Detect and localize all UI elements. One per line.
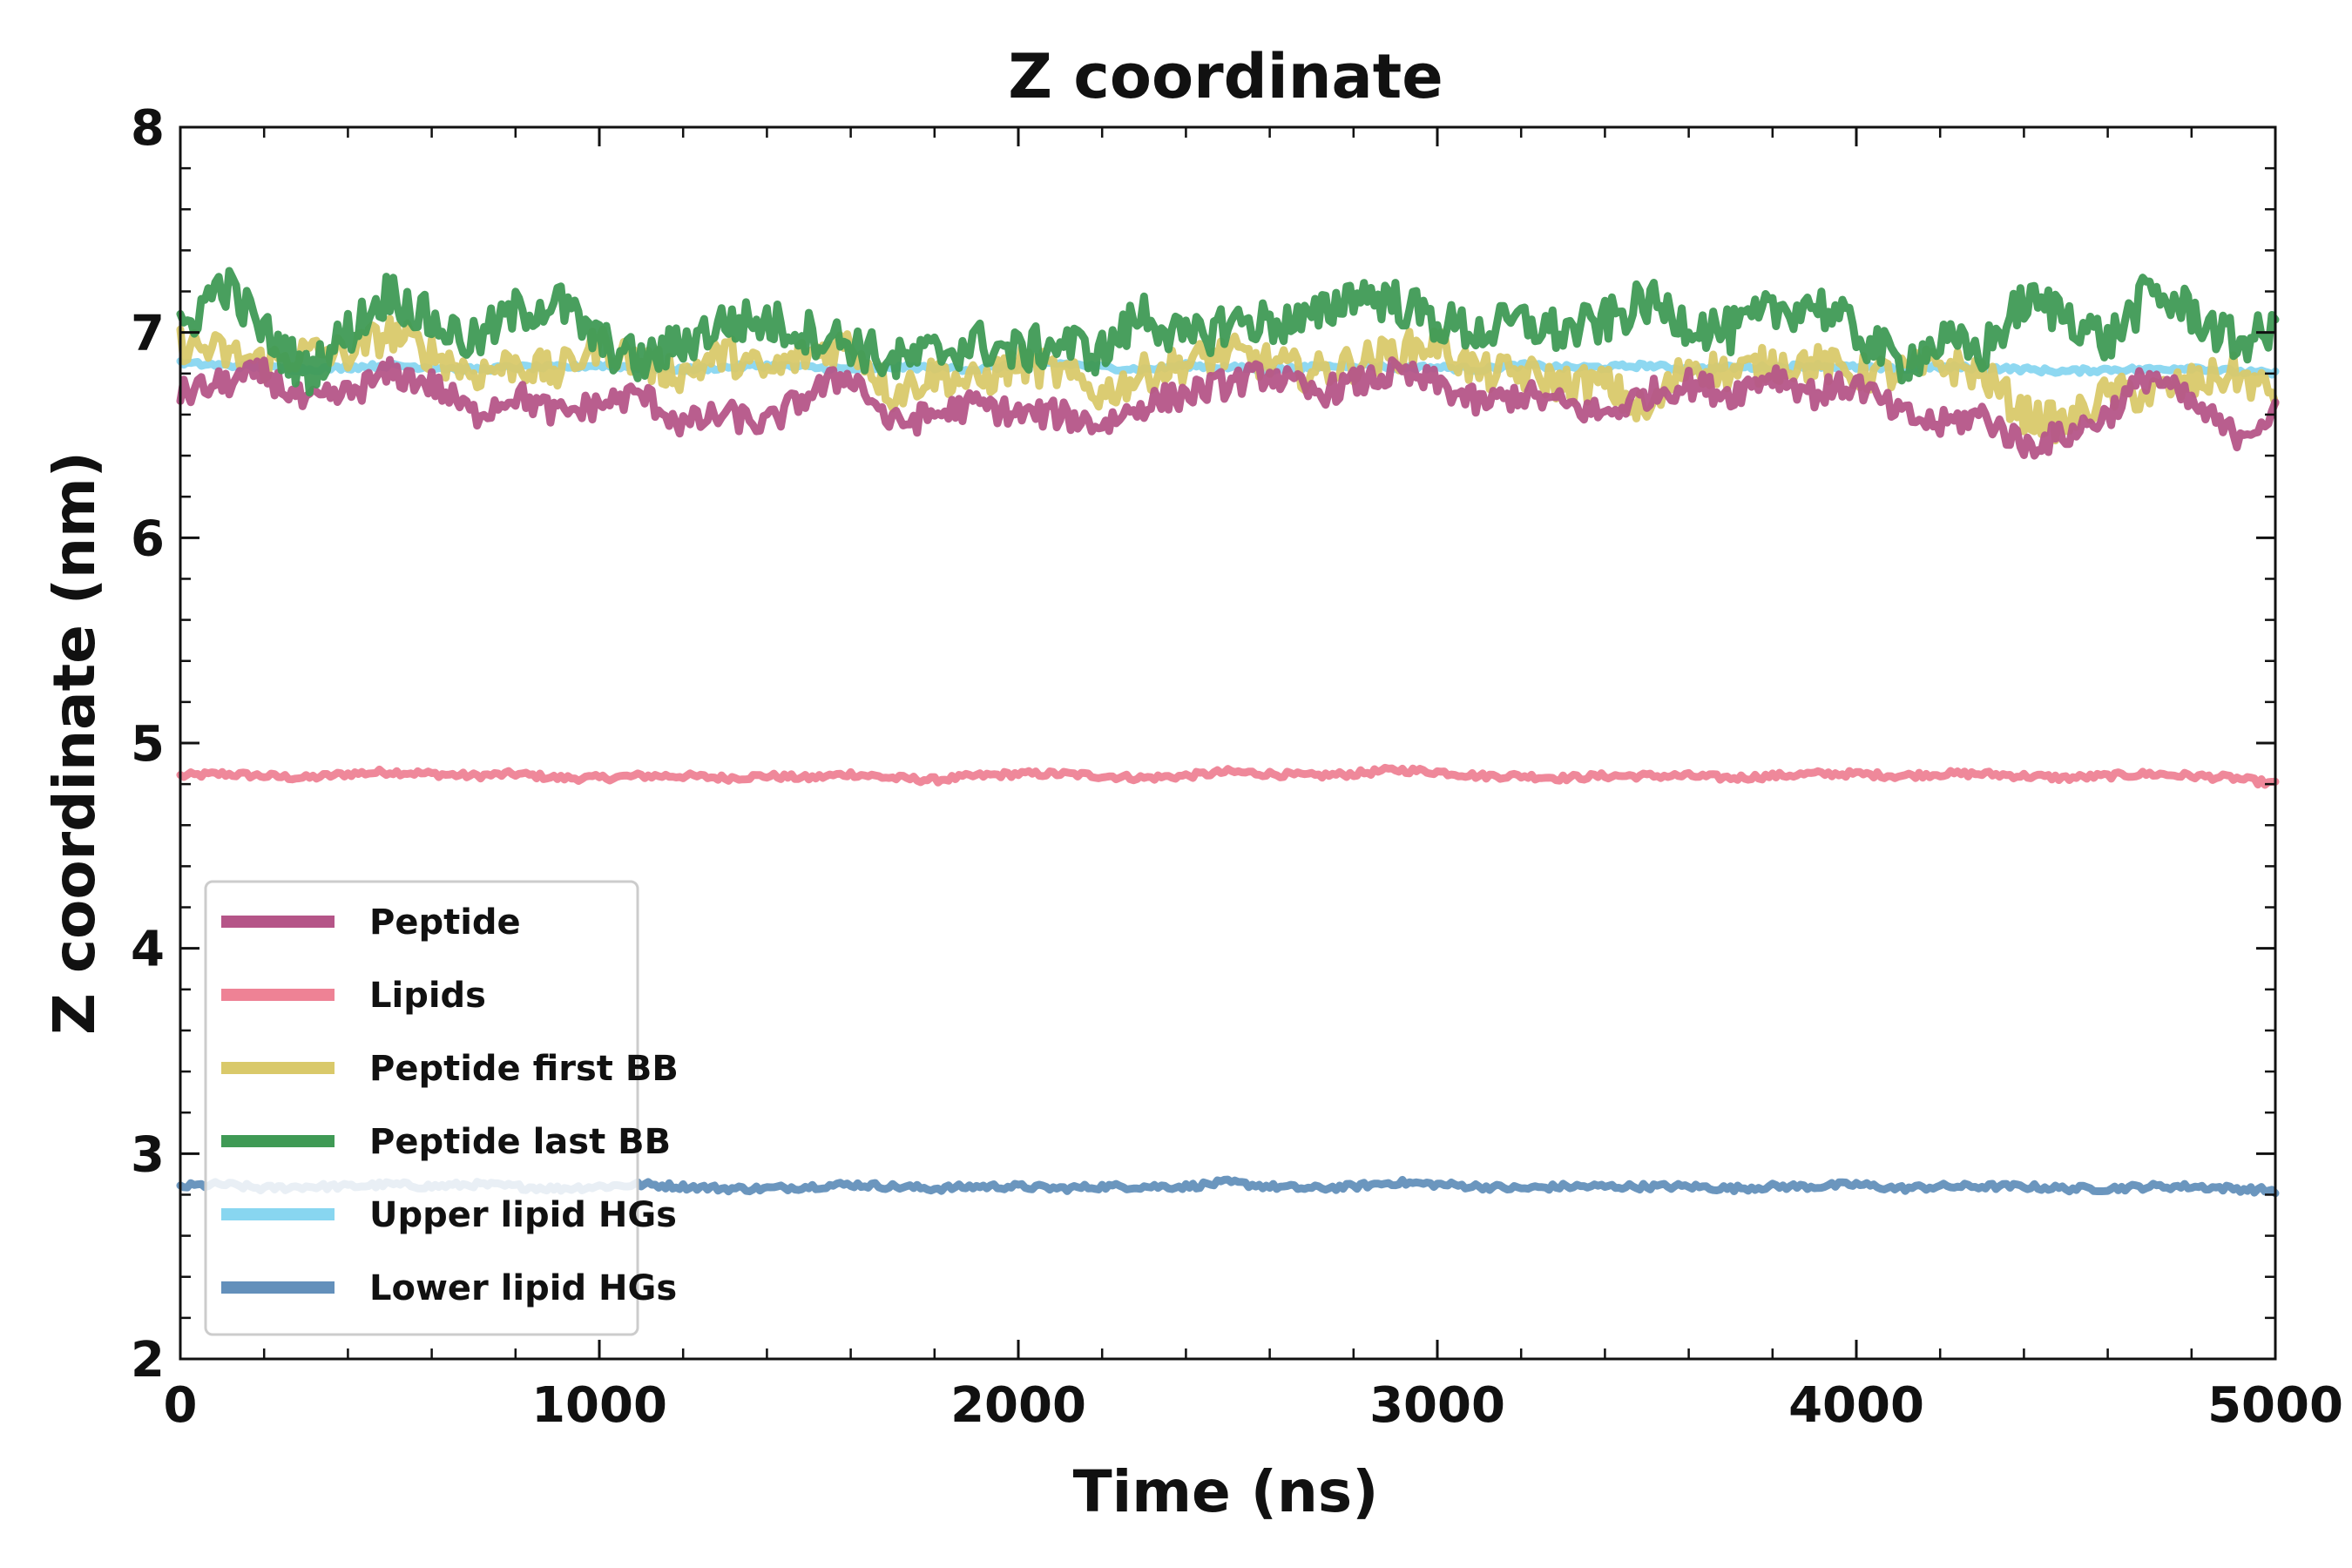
x-tick-label: 1000 xyxy=(531,1377,667,1434)
y-tick-label: 7 xyxy=(131,306,165,362)
x-tick-label: 5000 xyxy=(2207,1377,2343,1434)
y-tick-label: 4 xyxy=(131,922,165,978)
series-line-peptide-last-bb xyxy=(176,267,2280,397)
y-tick-label: 6 xyxy=(131,510,165,567)
legend-label: Lower lipid HGs xyxy=(369,1268,677,1308)
legend-label: Peptide first BB xyxy=(369,1049,679,1089)
axis-ticks: 0 1000 2000 3000 4000 5000 2 3 4 5 6 7 8 xyxy=(131,100,2343,1434)
legend-box xyxy=(204,880,639,1336)
x-tick-label: 2000 xyxy=(950,1377,1086,1434)
x-tick-label: 4000 xyxy=(1788,1377,1924,1434)
y-tick-label: 5 xyxy=(131,716,165,773)
legend-label: Peptide xyxy=(369,902,521,943)
y-tick-label: 3 xyxy=(131,1126,165,1183)
legend-label: Lipids xyxy=(369,976,486,1016)
legend: Peptide Lipids Peptide first BB Peptide las… xyxy=(204,880,679,1336)
chart-title: Z coordinate xyxy=(1008,41,1443,112)
legend-label: Peptide last BB xyxy=(369,1122,671,1162)
y-axis-label: Z coordinate (nm) xyxy=(41,451,108,1035)
series-line-lipids xyxy=(176,763,2280,789)
x-axis-label: Time (ns) xyxy=(1073,1458,1379,1525)
x-tick-label: 3000 xyxy=(1369,1377,1505,1434)
y-tick-label: 8 xyxy=(131,100,165,157)
y-tick-label: 2 xyxy=(131,1332,165,1389)
series-line-peptide xyxy=(176,355,2280,460)
x-tick-label: 0 xyxy=(164,1377,198,1434)
legend-label: Upper lipid HGs xyxy=(369,1195,677,1235)
